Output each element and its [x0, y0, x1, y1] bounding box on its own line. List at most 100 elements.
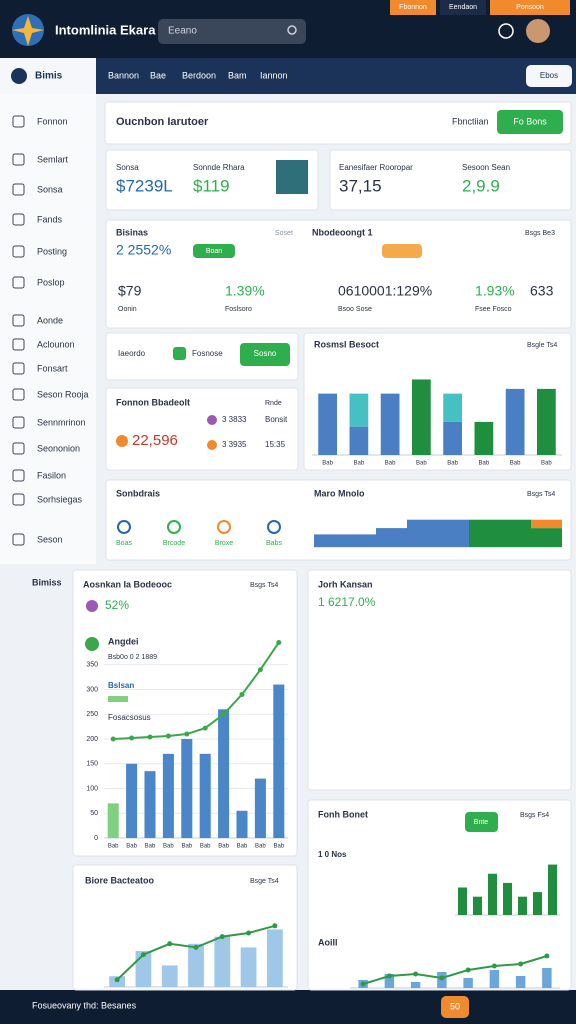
label: 1.93%: [475, 283, 515, 299]
sidebar-item[interactable]: Sennmrinon: [37, 417, 86, 427]
line-point: [413, 971, 419, 977]
label: Fosueovany thd: Besanes: [32, 1000, 137, 1010]
sidebar-item[interactable]: Fands: [37, 214, 63, 224]
bar: [107, 803, 119, 838]
sidebar-item[interactable]: Fonnon: [37, 116, 68, 126]
top-tab-label[interactable]: Fbonnon: [399, 4, 427, 11]
y-tick-label: 50: [90, 810, 98, 817]
line-series: [113, 641, 280, 740]
sidebar-icon: [12, 388, 25, 401]
top-tab[interactable]: [440, 0, 486, 15]
nav-tab[interactable]: Bannon: [108, 70, 139, 80]
line-point: [439, 975, 445, 981]
line-point: [221, 711, 227, 717]
sidebar-item[interactable]: Seson Rooja: [37, 389, 89, 399]
pill[interactable]: [497, 110, 563, 134]
chart-link[interactable]: Bsgle Ts4: [527, 342, 557, 349]
top-tab[interactable]: [490, 0, 570, 15]
bar: [537, 388, 556, 455]
y-tick-label: 200: [86, 736, 98, 743]
bar: [181, 739, 193, 838]
line-point: [193, 944, 199, 950]
x-tick-label: Bab: [541, 461, 552, 467]
sidebar-item[interactable]: Fonsart: [37, 363, 68, 373]
nav-tab[interactable]: Bae: [150, 70, 166, 80]
chart-title: Maro Mnolo: [314, 488, 365, 498]
logo-star: [12, 16, 44, 46]
top-tab[interactable]: [390, 0, 436, 15]
label: Boas: [116, 540, 132, 547]
bar: [443, 421, 462, 455]
pill: [193, 244, 235, 258]
line-series: [362, 955, 548, 985]
bar: [236, 810, 248, 838]
sidebar-icon: [12, 416, 25, 429]
bar: [218, 709, 230, 838]
search-box[interactable]: [158, 19, 306, 44]
bar: [345, 534, 376, 547]
line-point: [246, 930, 252, 936]
top-tab-label[interactable]: Eendaon: [449, 4, 477, 11]
clock-icon[interactable]: [498, 23, 514, 39]
label: Fonnon Bbadeolt: [116, 397, 190, 407]
x-tick-label: Bab: [218, 844, 229, 850]
x-tick-label: Bab: [385, 461, 396, 467]
bar: [542, 968, 552, 988]
x-tick-label: Bab: [126, 844, 137, 850]
line-point: [219, 934, 225, 940]
card: [104, 101, 572, 145]
line-point: [465, 967, 471, 973]
top-tab-label[interactable]: Ponsoon: [516, 4, 544, 11]
label: Fsee Fosco: [475, 306, 512, 313]
sidebar-item[interactable]: Sonsa: [37, 184, 63, 194]
chart-link[interactable]: Bsgs Ts4: [250, 582, 278, 589]
pill[interactable]: [465, 812, 498, 832]
label: Babs: [266, 540, 282, 547]
label: Foslsoro: [225, 306, 252, 313]
line-point: [491, 963, 497, 969]
label: Boan: [206, 248, 222, 255]
chart-link[interactable]: Bsge Ts4: [250, 878, 279, 885]
bar: [376, 528, 407, 547]
button-label[interactable]: Sosno: [254, 349, 277, 358]
chart-link[interactable]: Bsgs Fs4: [520, 812, 549, 819]
label: 3 3935: [222, 440, 247, 449]
label: 50: [450, 1001, 460, 1011]
nav-button[interactable]: Ebos: [540, 71, 558, 80]
label: 3 3833: [222, 415, 247, 424]
x-tick-label: Bab: [416, 461, 427, 467]
sidebar-item[interactable]: Posting: [37, 246, 67, 256]
avatar[interactable]: [526, 19, 550, 43]
chip-icon: [173, 347, 186, 360]
line-point: [114, 977, 120, 983]
label: Broxe: [215, 540, 233, 547]
label: Intomlinia Ekara: [55, 22, 156, 37]
nav-button-bg[interactable]: [526, 65, 572, 87]
sidebar-item[interactable]: Sorhsiegas: [37, 494, 83, 504]
button-label[interactable]: Bnte: [474, 819, 489, 826]
nav-tab[interactable]: Iannon: [260, 70, 288, 80]
line-point: [165, 733, 171, 739]
sidebar-item[interactable]: Poslop: [37, 277, 65, 287]
list-icon: [116, 435, 128, 447]
sidebar-item[interactable]: Aclounon: [37, 339, 75, 349]
sidebar-icon: [12, 153, 25, 166]
nav-tab[interactable]: Berdoon: [182, 70, 216, 80]
button-label[interactable]: Fo Bons: [513, 116, 547, 126]
label: Fosnose: [192, 349, 223, 358]
pill[interactable]: [240, 343, 290, 366]
sidebar-item[interactable]: Aonde: [37, 315, 63, 325]
label: Soset: [275, 230, 293, 237]
sidebar-item[interactable]: Seononion: [37, 443, 80, 453]
sidebar-item[interactable]: Semlart: [37, 154, 69, 164]
chart-link[interactable]: Bsgs Ts4: [527, 491, 555, 498]
label: Bsb0o 0 2 1889: [108, 654, 157, 661]
sidebar-icon: [12, 533, 25, 546]
list-dot: [207, 415, 217, 425]
label: Oonin: [118, 306, 137, 313]
sidebar-item[interactable]: Fasilon: [37, 470, 66, 480]
nav-tab[interactable]: Bam: [228, 70, 247, 80]
label: Sonsa: [116, 163, 139, 172]
sidebar-item[interactable]: Seson: [37, 534, 63, 544]
